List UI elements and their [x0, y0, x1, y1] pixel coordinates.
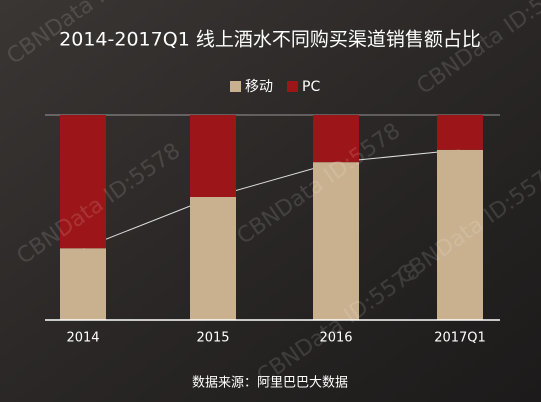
bar-segment	[437, 149, 483, 320]
x-tick-label: 2017Q1	[434, 331, 486, 346]
legend-label: 移动	[245, 79, 273, 95]
trend-line	[82, 149, 461, 249]
legend-swatch	[287, 81, 298, 92]
x-tick-label: 2015	[196, 331, 229, 346]
x-tick-label: 2016	[319, 331, 352, 346]
bar-segment	[437, 115, 483, 150]
source-note: 数据来源：阿里巴巴大数据	[192, 376, 348, 391]
bar-segment	[190, 115, 236, 197]
legend-label: PC	[302, 79, 320, 95]
bar-segment	[313, 115, 359, 163]
bar-segment	[190, 197, 236, 320]
chart-title: 2014-2017Q1 线上酒水不同购买渠道销售额占比	[59, 29, 481, 51]
bar-segment	[60, 248, 106, 320]
legend-swatch	[230, 81, 241, 92]
bar-segment	[313, 162, 359, 320]
x-tick-label: 2014	[66, 331, 99, 346]
bar-segment	[60, 115, 106, 249]
